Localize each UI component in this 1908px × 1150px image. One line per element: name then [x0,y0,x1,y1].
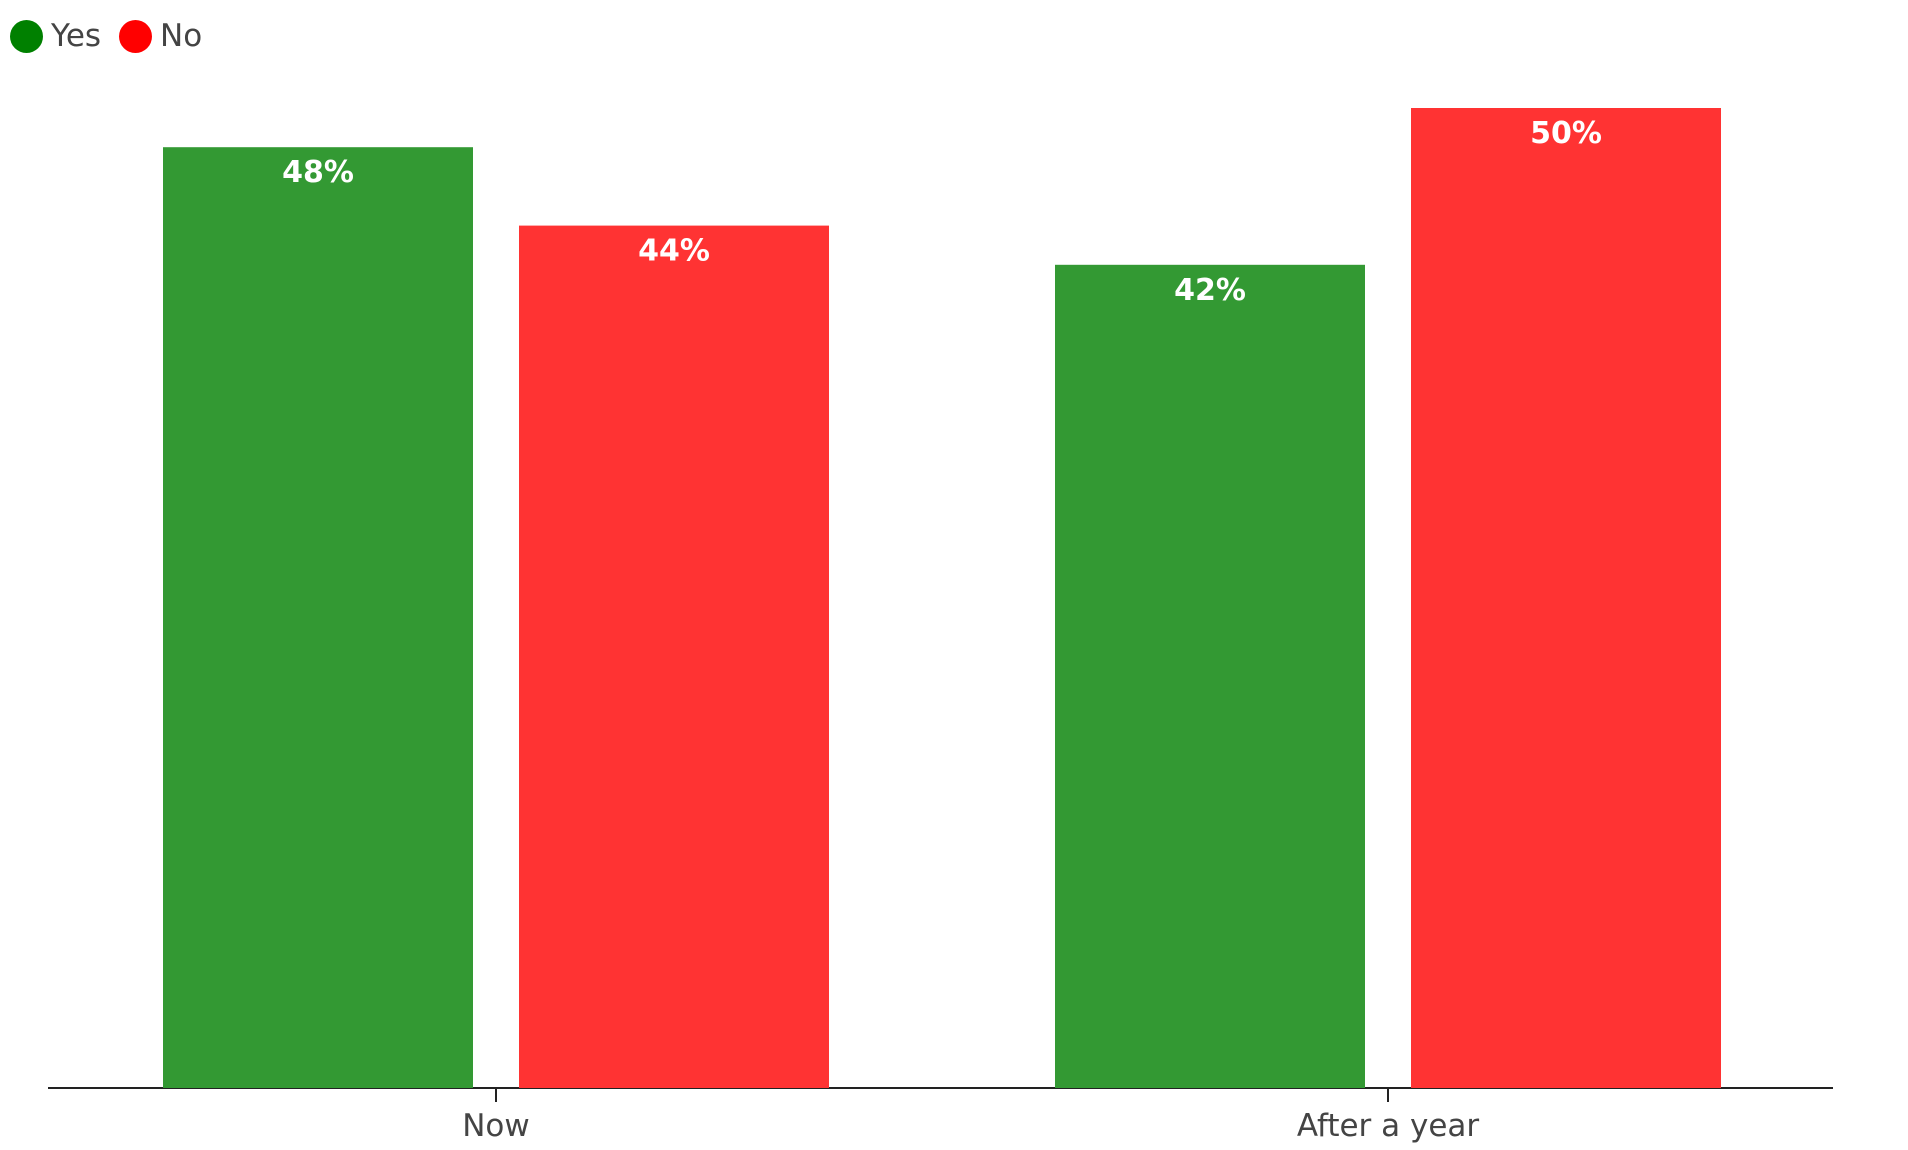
legend-item-yes[interactable]: Yes [10,18,101,54]
bar-no-2[interactable] [1411,108,1721,1088]
legend: Yes No [10,18,202,54]
legend-label-no: No [160,18,203,54]
x-tick-label-2: After a year [1297,1108,1480,1144]
legend-item-no[interactable]: No [119,18,202,54]
bar-yes-1[interactable] [163,147,473,1088]
bar-no-1[interactable] [519,225,829,1089]
data-label-yes-2: 42% [1174,273,1246,308]
bar-yes-2[interactable] [1055,264,1365,1088]
data-label-yes-1: 48% [282,155,354,190]
legend-swatch-yes [10,19,43,53]
data-label-no-1: 44% [638,234,710,269]
data-label-no-2: 50% [1530,116,1602,151]
legend-swatch-no [119,19,153,53]
x-tick-label-1: Now [462,1108,530,1144]
legend-label-yes: Yes [51,18,102,54]
